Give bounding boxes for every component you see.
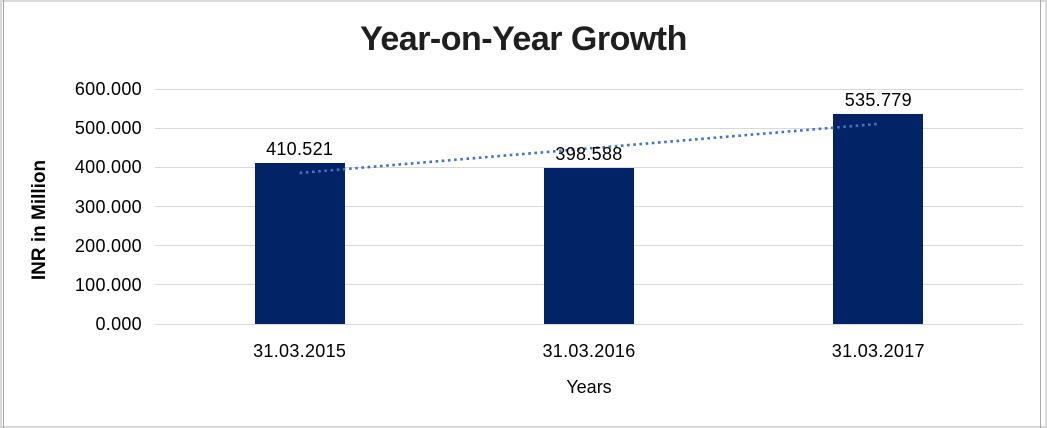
y-axis-tick-label: 400.000 [74,157,142,178]
y-axis-tick-label: 0.000 [95,314,142,334]
x-axis-tick-label: 31.03.2017 [831,341,925,361]
y-gridline [155,323,1023,325]
data-label-31.03.2017: 535.779 [844,90,912,111]
y-axis-tick-label: 100.000 [74,274,142,295]
x-axis-tick-label: 31.03.2016 [542,341,636,361]
frame-border-right [1045,0,1047,428]
frame-border-top [0,0,1047,2]
bar-31.03.2017 [833,114,924,324]
x-axis-title: Years [566,377,612,397]
y-axis-tick-label: 300.000 [74,196,142,217]
frame-border-left [0,0,2,428]
data-label-31.03.2016: 398.588 [555,143,623,164]
y-axis-tick-label: 600.000 [74,79,142,99]
y-gridline [155,88,1023,90]
data-label-31.03.2015: 410.521 [266,139,334,160]
frame-inner-line-left [3,0,4,428]
x-axis-tick-label: 31.03.2015 [253,341,347,361]
bar-31.03.2016 [544,167,634,324]
frame-border-bottom [0,426,1047,428]
chart-title: Year-on-Year Growth [360,20,687,58]
bar-31.03.2015 [254,163,345,324]
y-axis-tick-label: 200.000 [74,235,142,256]
frame-inner-line-right [1040,0,1041,428]
y-axis-tick-label: 500.000 [74,118,142,139]
